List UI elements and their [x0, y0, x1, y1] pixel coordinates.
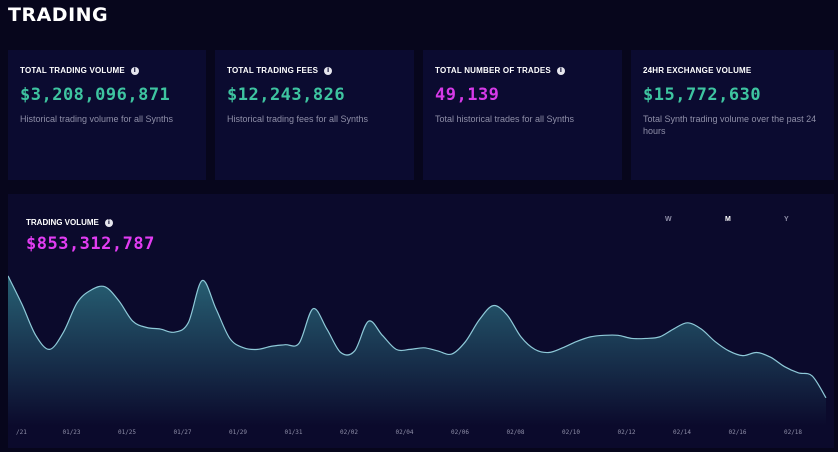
- volume-line: [8, 275, 827, 399]
- card-value: $3,208,096,871: [20, 85, 171, 105]
- x-tick-label: 01/29: [229, 429, 247, 436]
- stat-card-total-fees: TOTAL TRADING FEES i $12,243,826 Histori…: [215, 50, 414, 180]
- x-tick-label: 01/25: [118, 429, 136, 436]
- x-tick-label: 02/02: [340, 429, 358, 436]
- x-tick-label: 01/27: [173, 429, 191, 436]
- x-tick-label: 02/04: [395, 429, 413, 436]
- period-button-week[interactable]: W: [665, 216, 672, 223]
- card-label: TOTAL NUMBER OF TRADES: [435, 66, 551, 75]
- page-title: TRADING: [8, 4, 109, 26]
- x-tick-label: 01/23: [62, 429, 80, 436]
- card-value: 49,139: [435, 85, 500, 105]
- volume-label-row: TRADING VOLUME i: [26, 218, 113, 227]
- card-description: Total Synth trading volume over the past…: [643, 114, 817, 136]
- info-icon[interactable]: i: [324, 66, 333, 75]
- x-tick-label: /21: [16, 429, 27, 436]
- info-icon[interactable]: i: [104, 218, 113, 227]
- period-button-month[interactable]: M: [725, 216, 731, 223]
- x-tick-label: 02/18: [784, 429, 802, 436]
- volume-value: $853,312,787: [26, 234, 155, 254]
- card-label-row: TOTAL NUMBER OF TRADES i: [435, 66, 610, 75]
- x-tick-label: 02/08: [506, 429, 524, 436]
- trading-volume-panel: /21 01/23 01/25 01/27 01/29 01/31 02/02 02/04 02…: [8, 194, 834, 448]
- x-tick-label: 02/10: [562, 429, 580, 436]
- card-label-row: TOTAL TRADING VOLUME i: [20, 66, 194, 75]
- stat-card-24hr-volume: 24HR EXCHANGE VOLUME $15,772,630 Total S…: [631, 50, 834, 180]
- x-tick-label: 02/12: [617, 429, 635, 436]
- card-label-row: TOTAL TRADING FEES i: [227, 66, 402, 75]
- info-icon[interactable]: i: [556, 66, 565, 75]
- x-tick-label: 01/31: [284, 429, 302, 436]
- card-label-row: 24HR EXCHANGE VOLUME: [643, 66, 822, 75]
- card-value: $15,772,630: [643, 85, 762, 105]
- stat-card-total-trades: TOTAL NUMBER OF TRADES i 49,139 Total hi…: [423, 50, 622, 180]
- x-tick-label: 02/06: [451, 429, 469, 436]
- info-icon[interactable]: i: [130, 66, 139, 75]
- card-description: Total historical trades for all Synths: [435, 114, 575, 124]
- volume-label: TRADING VOLUME: [26, 218, 99, 227]
- card-label: 24HR EXCHANGE VOLUME: [643, 66, 752, 75]
- period-button-year[interactable]: Y: [784, 216, 789, 223]
- x-tick-label: 02/14: [673, 429, 691, 436]
- trading-volume-chart: /21 01/23 01/25 01/27 01/29 01/31 02/02 02/04 02…: [8, 275, 827, 436]
- stat-card-total-volume: TOTAL TRADING VOLUME i $3,208,096,871 Hi…: [8, 50, 206, 180]
- card-description: Historical trading fees for all Synths: [227, 114, 369, 124]
- card-label: TOTAL TRADING VOLUME: [20, 66, 125, 75]
- card-description: Historical trading volume for all Synths: [20, 114, 174, 124]
- x-tick-label: 02/16: [728, 429, 746, 436]
- card-label: TOTAL TRADING FEES: [227, 66, 319, 75]
- volume-area: [8, 275, 826, 426]
- card-value: $12,243,826: [227, 85, 346, 105]
- stat-cards: TOTAL TRADING VOLUME i $3,208,096,871 Hi…: [8, 50, 834, 180]
